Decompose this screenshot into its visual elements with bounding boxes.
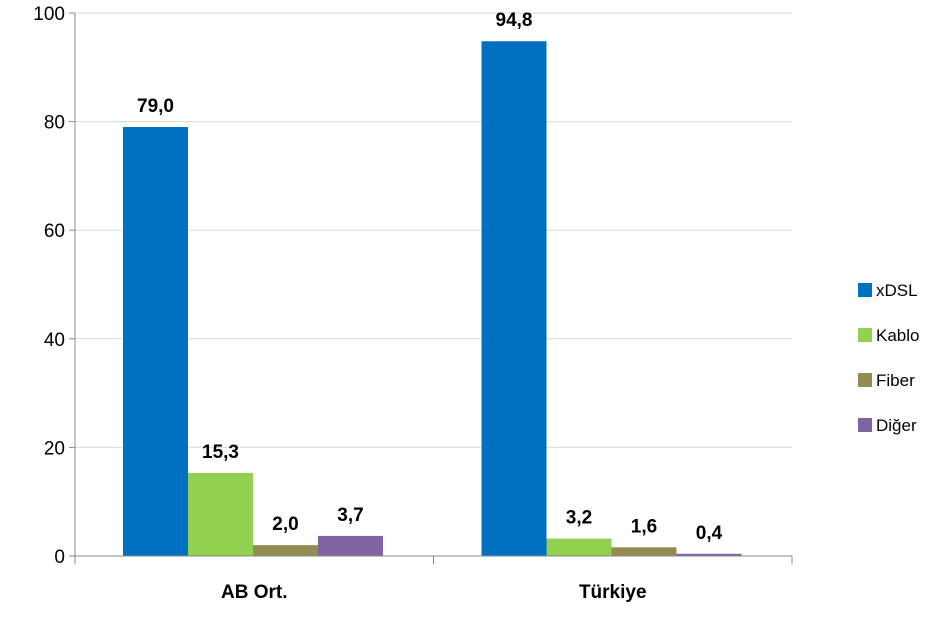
data-label: 94,8: [496, 10, 533, 31]
y-tick-label: 100: [33, 4, 65, 25]
y-tick-label: 20: [44, 438, 65, 459]
bar-diğer-1: [318, 535, 383, 556]
category-labels: AB Ort. Türkiye: [221, 582, 647, 603]
legend: xDSL Kablo Fiber Diğer: [858, 281, 919, 435]
data-labels: 79,0 15,3 2,0 3,7 94,8 3,2 1,6 0,4: [137, 10, 723, 544]
legend-label: Kablo: [876, 326, 919, 345]
legend-label: xDSL: [876, 281, 918, 300]
data-label: 3,7: [337, 505, 363, 526]
y-tick-label: 80: [44, 113, 65, 134]
gridlines: [75, 12, 792, 448]
data-label: 79,0: [137, 96, 174, 117]
bar-xdsl-2: [481, 41, 547, 556]
category-label: AB Ort.: [221, 582, 288, 603]
bar-fiber-1: [253, 545, 318, 556]
bar-xdsl-1: [123, 127, 188, 556]
data-label: 1,6: [631, 516, 657, 537]
y-tick-label: 0: [54, 547, 65, 568]
legend-swatch-diğer: [858, 418, 872, 432]
legend-label: Diğer: [876, 416, 917, 435]
data-label: 0,4: [696, 523, 723, 544]
bar-kablo-2: [546, 538, 612, 556]
y-tick-label: 40: [44, 330, 65, 351]
bar-kablo-1: [188, 472, 253, 556]
bar-diğer-2: [676, 553, 742, 556]
data-label: 15,3: [202, 442, 239, 463]
category-label: Türkiye: [579, 582, 647, 603]
bar-fiber-2: [611, 547, 677, 556]
y-tick-labels: 0 20 40 60 80 100: [33, 4, 65, 568]
y-tick-label: 60: [44, 221, 65, 242]
data-label: 2,0: [272, 514, 298, 535]
axes: [69, 12, 793, 564]
bars: [123, 41, 742, 556]
legend-swatch-fiber: [858, 373, 872, 387]
data-label: 3,2: [566, 508, 592, 529]
legend-swatch-kablo: [858, 328, 872, 342]
legend-swatch-xdsl: [858, 283, 872, 297]
legend-label: Fiber: [876, 371, 915, 390]
